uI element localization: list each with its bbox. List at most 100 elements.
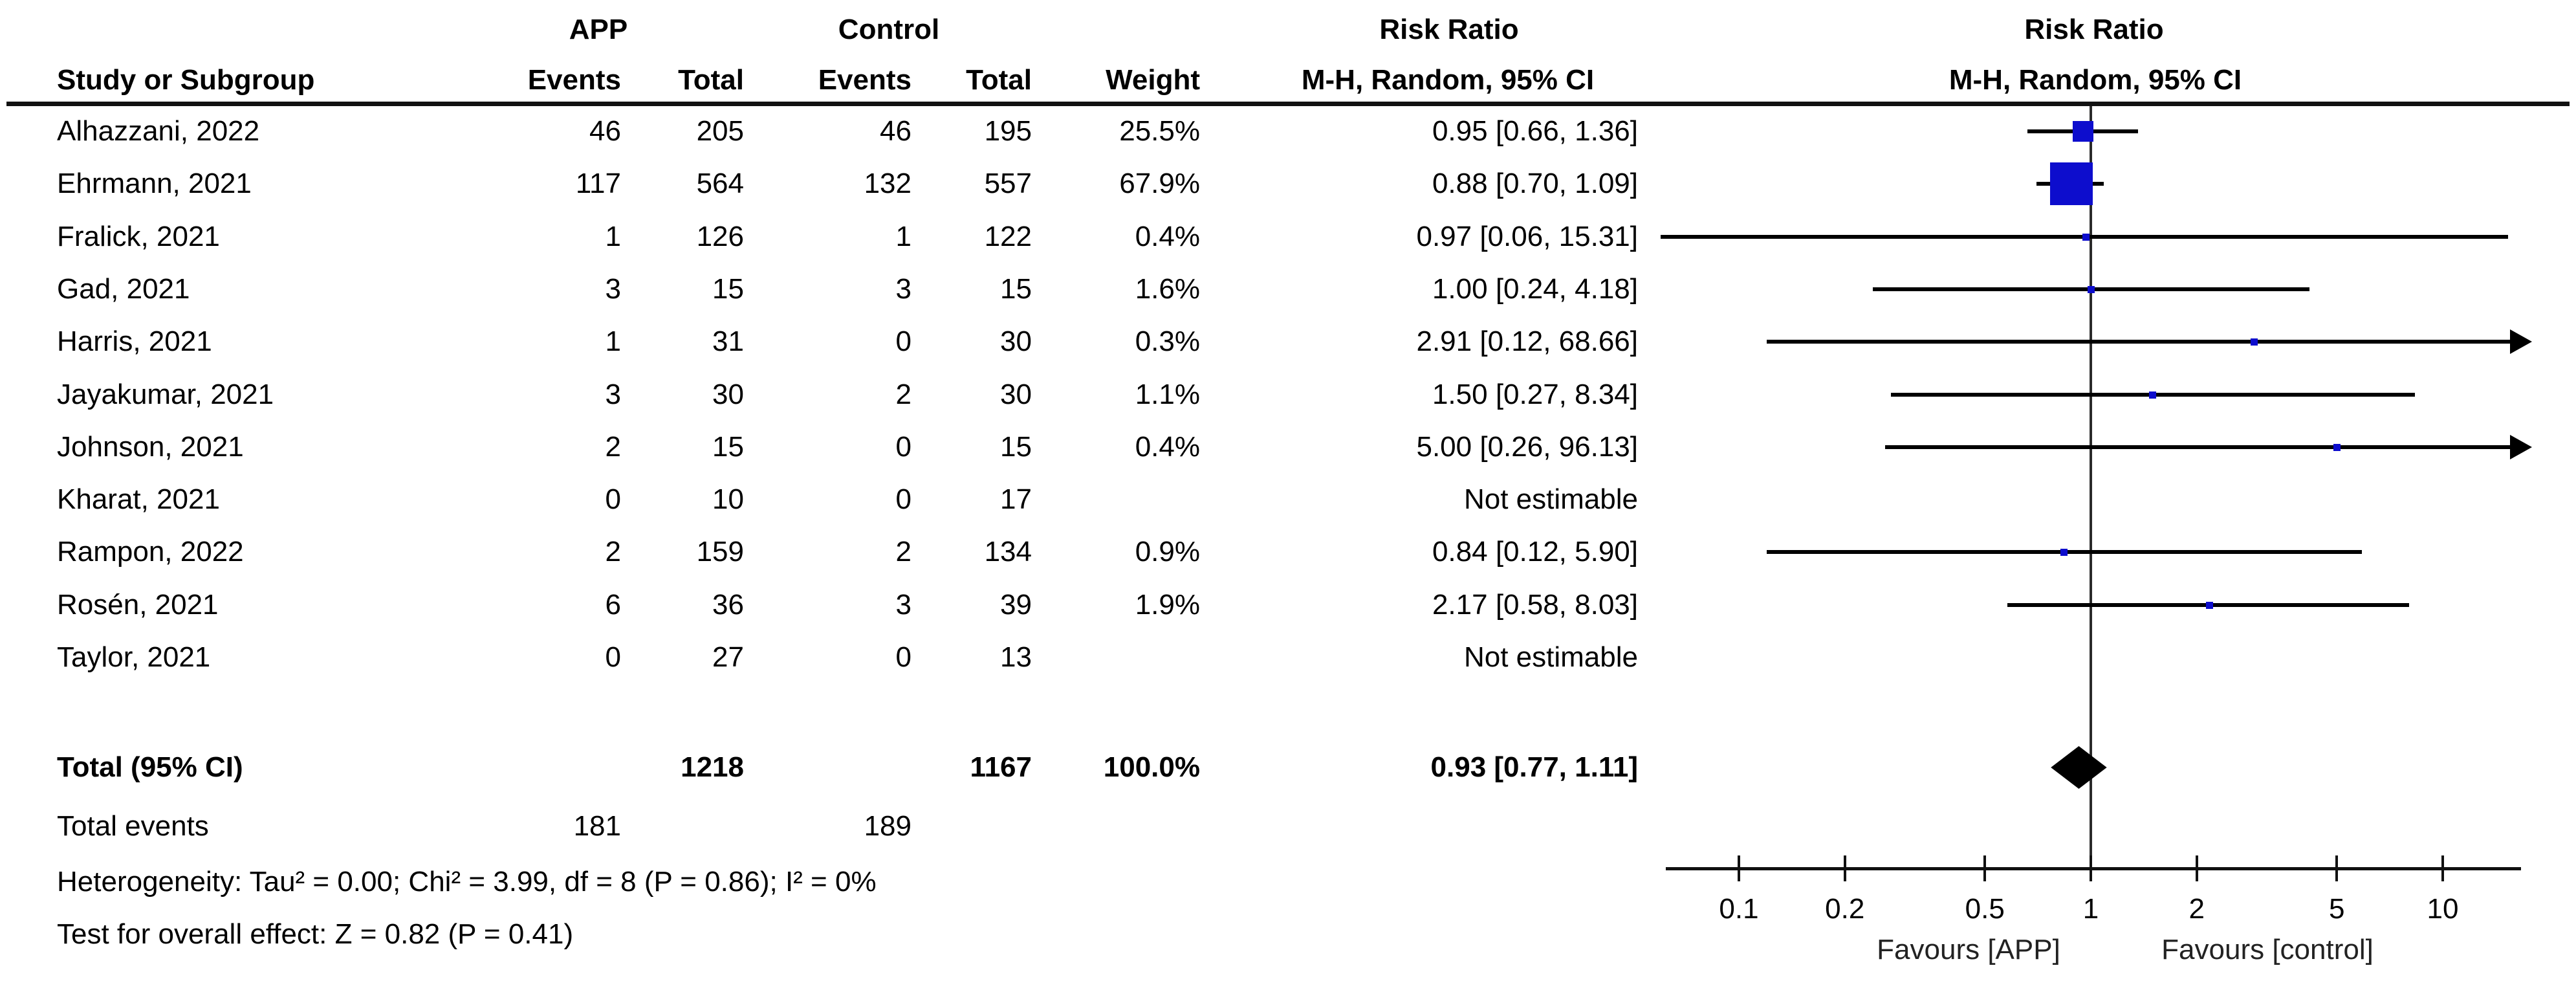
study-row-app-total: 10 <box>712 483 744 515</box>
x-axis-tick <box>2335 855 2339 881</box>
study-row-control-events: 0 <box>895 641 911 673</box>
study-row-weight: 0.3% <box>1135 325 1200 357</box>
study-row-control-total: 15 <box>1000 431 1032 463</box>
x-axis-tick <box>2090 855 2092 881</box>
study-row-control-total: 30 <box>1000 325 1032 357</box>
column-group-app: APP <box>569 14 628 45</box>
x-axis-tick-label: 1 <box>2082 893 2099 925</box>
study-row-app-events: 0 <box>605 483 621 515</box>
study-row-risk-ratio: 1.00 [0.24, 4.18] <box>1432 273 1638 305</box>
reference-line-rr1 <box>2090 106 2092 868</box>
x-axis-tick-label: 10 <box>2427 893 2459 925</box>
study-row-weight: 0.4% <box>1135 431 1200 463</box>
x-axis-tick <box>1983 855 1987 881</box>
study-row-risk-ratio: 2.91 [0.12, 68.66] <box>1416 325 1638 357</box>
study-row-app-total: 159 <box>696 536 744 568</box>
study-marker <box>2060 549 2068 556</box>
study-row-risk-ratio: 5.00 [0.26, 96.13] <box>1416 431 1638 463</box>
study-row-risk-ratio: 0.88 [0.70, 1.09] <box>1432 168 1638 199</box>
study-row-app-events: 1 <box>605 221 621 252</box>
favours-right-label: Favours [control] <box>2161 934 2374 965</box>
study-row-app-events: 1 <box>605 325 621 357</box>
study-row-app-total: 15 <box>712 431 744 463</box>
study-row-control-total: 17 <box>1000 483 1032 515</box>
study-ci-line <box>1767 340 2510 344</box>
study-row-app-total: 15 <box>712 273 744 305</box>
study-row-risk-ratio: 0.95 [0.66, 1.36] <box>1432 115 1638 147</box>
arrow-right-icon <box>2510 329 2532 354</box>
study-row-control-total: 557 <box>984 168 1032 199</box>
study-row-control-events: 1 <box>895 221 911 252</box>
study-row-name: Ehrmann, 2021 <box>57 168 252 199</box>
study-row-name: Harris, 2021 <box>57 325 212 357</box>
study-row-control-total: 122 <box>984 221 1032 252</box>
study-row-weight: 1.1% <box>1135 379 1200 410</box>
study-row-name: Rampon, 2022 <box>57 536 244 568</box>
study-row-app-total: 31 <box>712 325 744 357</box>
study-row-control-events: 46 <box>880 115 911 147</box>
x-axis-tick-label: 0.2 <box>1825 893 1865 925</box>
study-marker <box>2149 391 2156 399</box>
study-row-name: Alhazzani, 2022 <box>57 115 260 147</box>
column-header-method-plot: M-H, Random, 95% CI <box>1948 64 2242 96</box>
total-events-app: 181 <box>573 810 621 842</box>
x-axis-tick <box>2195 855 2198 881</box>
study-row-name: Taylor, 2021 <box>57 641 211 673</box>
column-header-control-events: Events <box>818 64 911 96</box>
study-row-app-events: 3 <box>605 379 621 410</box>
study-row-control-events: 0 <box>895 483 911 515</box>
x-axis-tick-label: 0.5 <box>1965 893 2005 925</box>
study-row-risk-ratio: 1.50 [0.27, 8.34] <box>1432 379 1638 410</box>
total-row-label: Total (95% CI) <box>57 751 243 783</box>
study-row-weight: 1.9% <box>1135 589 1200 621</box>
study-marker <box>2088 286 2095 293</box>
study-marker <box>2206 602 2213 609</box>
study-row-control-events: 132 <box>864 168 911 199</box>
study-row-name: Gad, 2021 <box>57 273 190 305</box>
study-row-weight: 67.9% <box>1119 168 1200 199</box>
study-row-weight: 25.5% <box>1119 115 1200 147</box>
study-row-name: Fralick, 2021 <box>57 221 220 252</box>
heterogeneity-text: Heterogeneity: Tau² = 0.00; Chi² = 3.99,… <box>57 866 877 898</box>
study-marker <box>2251 338 2258 346</box>
study-row-weight: 0.9% <box>1135 536 1200 568</box>
total-weight: 100.0% <box>1103 751 1200 783</box>
study-row-risk-ratio: Not estimable <box>1463 483 1638 515</box>
x-axis-tick <box>1738 855 1740 881</box>
favours-left-label: Favours [APP] <box>1877 934 2060 965</box>
total-control-total: 1167 <box>970 751 1032 783</box>
study-row-app-events: 0 <box>605 641 621 673</box>
study-row-control-total: 39 <box>1000 589 1032 621</box>
x-axis-line <box>1666 867 2521 870</box>
summary-diamond <box>2051 746 2107 789</box>
study-row-app-total: 564 <box>696 168 744 199</box>
total-events-label: Total events <box>57 810 209 842</box>
arrow-right-icon <box>2510 435 2532 459</box>
study-row-app-total: 205 <box>696 115 744 147</box>
study-row-app-total: 126 <box>696 221 744 252</box>
column-header-weight: Weight <box>1106 64 1200 96</box>
study-row-app-events: 2 <box>605 431 621 463</box>
study-row-weight: 0.4% <box>1135 221 1200 252</box>
total-risk-ratio: 0.93 [0.77, 1.11] <box>1430 751 1638 783</box>
study-row-risk-ratio: 0.84 [0.12, 5.90] <box>1432 536 1638 568</box>
total-app-total: 1218 <box>681 751 744 783</box>
study-row-control-events: 0 <box>895 325 911 357</box>
x-axis-tick-label: 5 <box>2328 893 2345 925</box>
column-header-app-total: Total <box>678 64 744 96</box>
study-row-weight: 1.6% <box>1135 273 1200 305</box>
column-group-risk-ratio-plot: Risk Ratio <box>2024 14 2164 45</box>
study-marker <box>2073 121 2093 142</box>
column-header-study: Study or Subgroup <box>57 64 315 96</box>
study-row-app-events: 6 <box>605 589 621 621</box>
column-header-app-events: Events <box>527 64 621 96</box>
overall-effect-text: Test for overall effect: Z = 0.82 (P = 0… <box>57 918 574 950</box>
study-row-control-events: 3 <box>895 589 911 621</box>
study-marker <box>2082 234 2090 241</box>
study-row-risk-ratio: 2.17 [0.58, 8.03] <box>1432 589 1638 621</box>
study-row-risk-ratio: 0.97 [0.06, 15.31] <box>1416 221 1638 252</box>
study-row-app-total: 27 <box>712 641 744 673</box>
study-row-app-events: 46 <box>589 115 621 147</box>
